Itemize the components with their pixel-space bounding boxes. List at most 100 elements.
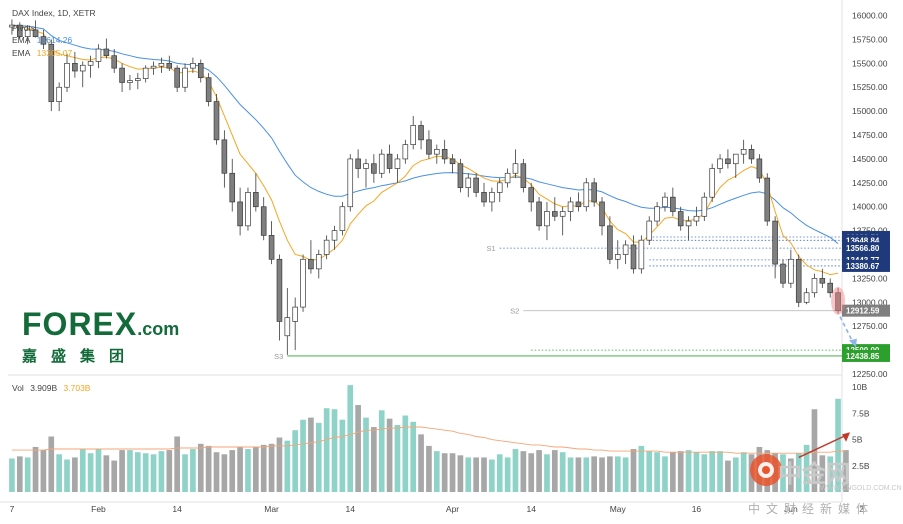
volume-bar-down [205, 445, 212, 492]
volume-bar-up [127, 450, 133, 492]
volume-bar-up [64, 459, 70, 492]
volume-bar-up [24, 457, 31, 492]
candle-body-up [434, 149, 440, 155]
volume-bar-up [685, 450, 692, 492]
candle-body-down [670, 196, 676, 212]
candle-body-down [607, 225, 613, 260]
volume-bar-up [79, 449, 86, 492]
candle-body-down [591, 182, 597, 203]
candle-body-up [614, 254, 621, 260]
volume-bar-down [536, 450, 542, 492]
volume-label: Vol [12, 383, 24, 393]
candle-body-down [221, 139, 228, 174]
volume-ma-line [11, 426, 846, 454]
volume-bar-down [166, 450, 173, 492]
candle-body-up [544, 211, 550, 227]
candle-body-up [363, 163, 369, 169]
volume-bar-up [622, 457, 629, 492]
volume-bar-up [614, 456, 621, 492]
candle-body-up [347, 158, 354, 208]
volume-bar-down [441, 453, 448, 492]
candle-body-up [740, 149, 747, 155]
volume-bar-up [567, 457, 574, 492]
legend-volume-row[interactable]: Vol 3.909B 3.703B [12, 383, 94, 393]
candle-body-down [197, 63, 204, 79]
volume-bar-down [843, 450, 849, 492]
candle-body-up [87, 61, 94, 66]
candle-body-down [819, 278, 826, 284]
candle-body-up [685, 220, 692, 227]
price-tag-label: 13566.80 [846, 244, 880, 253]
candle-body-up [24, 29, 31, 37]
candle-body-down [229, 172, 236, 203]
volume-bar-down [630, 449, 637, 492]
volume-bar-up [732, 457, 739, 492]
candle-body-up [662, 196, 668, 208]
watermark-cn-title: 中金网 [778, 461, 850, 488]
candle-body-down [764, 177, 771, 222]
candle-body-up [127, 80, 133, 83]
volume-bar-up [803, 444, 810, 492]
candle-body-up [9, 24, 15, 28]
candle-body-up [150, 65, 157, 69]
pivot-label: S1 [487, 244, 496, 253]
volume-bar-up [780, 454, 786, 492]
price-tag [842, 349, 890, 362]
candle-body-down [520, 163, 527, 188]
legend-ema1-row[interactable]: EMA 13614.26 [12, 35, 76, 45]
y-tick-label: 13750.00 [852, 226, 888, 236]
volume-bar-down [174, 436, 180, 492]
projection-arrow-line [839, 316, 855, 345]
legend-title-row: DAX Index, 1D, XETR [12, 8, 100, 18]
projection-arrow-head [848, 338, 857, 348]
candle-body-down [205, 77, 212, 102]
volume-tick-label: 5B [852, 435, 863, 445]
candle-body-up [339, 206, 346, 231]
volume-bar-up [489, 459, 495, 492]
volume-bar-down [40, 450, 47, 492]
x-tick-label: May [610, 504, 627, 514]
candle-body-down [418, 125, 424, 141]
volume-bar-up [709, 451, 716, 492]
candle-body-down [630, 244, 637, 270]
candle-body-down [253, 192, 259, 208]
volume-value: 3.909B [30, 383, 58, 393]
volume-bar-up [95, 449, 102, 492]
y-tick-label: 15000.00 [852, 106, 888, 116]
volume-tick-label: 7.5B [852, 408, 870, 418]
volume-bar-up [827, 456, 834, 492]
candle-body-up [64, 63, 70, 88]
candle-body-up [496, 182, 503, 193]
candle-body-down [748, 149, 755, 160]
candle-body-down [677, 211, 684, 227]
volume-bar-up [331, 409, 338, 492]
volume-bar-up [646, 451, 653, 492]
price-tag [842, 304, 890, 317]
volume-bar-up [315, 422, 322, 492]
volume-annotation-arrow-line [798, 433, 849, 459]
candle-body-up [410, 125, 416, 145]
volume-bar-up [693, 452, 700, 492]
pivot-label: S3 [274, 352, 283, 361]
candle-body-up [378, 153, 385, 174]
candle-body-down [166, 63, 173, 69]
candle-body-down [237, 201, 243, 227]
volume-bar-down [677, 451, 684, 492]
volume-bar-up [701, 454, 708, 492]
candle-body-up [158, 63, 165, 67]
watermark-cn-subtitle: 中文财经新媒体 [748, 502, 875, 516]
volume-bar-down [103, 455, 110, 492]
legend-ema2-row[interactable]: EMA 13305.07 [12, 48, 76, 58]
candle-body-down [756, 158, 763, 179]
volume-bar-down [449, 453, 456, 492]
candle-body-down [111, 55, 118, 69]
cngold-logo-icon [750, 454, 782, 486]
y-tick-label: 15750.00 [852, 34, 888, 44]
x-tick-label: 14 [526, 504, 536, 514]
volume-bar-down [371, 427, 377, 492]
y-tick-label: 12250.00 [852, 369, 888, 379]
legend-pivots-row[interactable]: Pivots [12, 23, 39, 33]
volume-bar-down [819, 455, 826, 492]
price-tag [842, 259, 890, 272]
volume-bar-down [426, 445, 432, 492]
